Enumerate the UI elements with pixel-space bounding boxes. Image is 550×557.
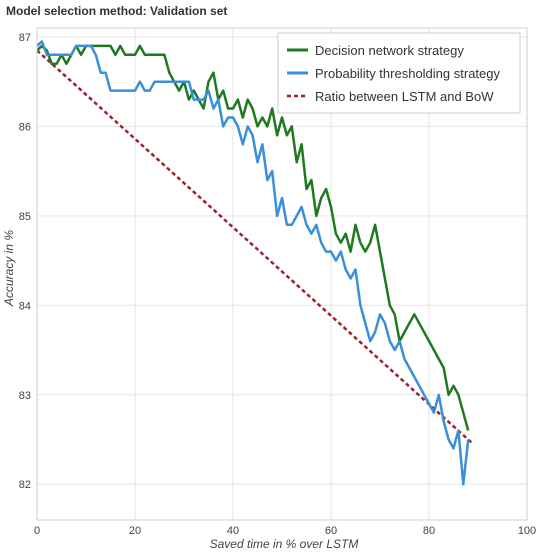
- x-tick-label: 60: [325, 525, 337, 537]
- plot-frame: [36, 27, 528, 521]
- y-tick-label: 82: [19, 479, 31, 491]
- probability-thresholding-line: [36, 40, 470, 486]
- x-tick-label: 40: [227, 525, 239, 537]
- x-tick-label: 100: [518, 525, 536, 537]
- y-tick-label: 86: [19, 121, 31, 133]
- chart-title: Model selection method: Validation set: [6, 4, 228, 18]
- legend-label-lstm-bow-ratio: Ratio between LSTM and BoW: [315, 89, 494, 104]
- x-axis-ticks: 0 20 40 60 80 100: [34, 525, 536, 537]
- legend-box: [277, 32, 521, 114]
- y-tick-label: 87: [19, 32, 31, 44]
- decision-network-line: [36, 44, 470, 431]
- x-tick-label: 0: [34, 525, 40, 537]
- x-tick-label: 80: [423, 525, 435, 537]
- y-axis-ticks: 82 83 84 85 86 87: [19, 32, 31, 491]
- legend: Decision network strategy Probability th…: [277, 32, 521, 114]
- y-axis-label: Accuracy in %: [2, 230, 16, 307]
- x-tick-label: 20: [129, 525, 141, 537]
- x-axis-label: Saved time in % over LSTM: [210, 537, 359, 551]
- series-lines: [36, 40, 474, 486]
- y-tick-label: 84: [19, 300, 31, 312]
- y-tick-label: 83: [19, 390, 31, 402]
- legend-label-probability-thresholding: Probability thresholding strategy: [315, 66, 500, 81]
- y-tick-label: 85: [19, 211, 31, 223]
- legend-label-decision-network: Decision network strategy: [315, 43, 464, 58]
